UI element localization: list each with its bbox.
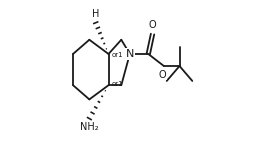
Text: or1: or1 [112, 52, 124, 58]
Text: H: H [92, 9, 99, 19]
Text: NH₂: NH₂ [80, 122, 99, 132]
Text: N: N [126, 49, 134, 59]
Text: O: O [159, 70, 167, 80]
Text: or1: or1 [112, 82, 124, 87]
Text: O: O [149, 20, 156, 30]
